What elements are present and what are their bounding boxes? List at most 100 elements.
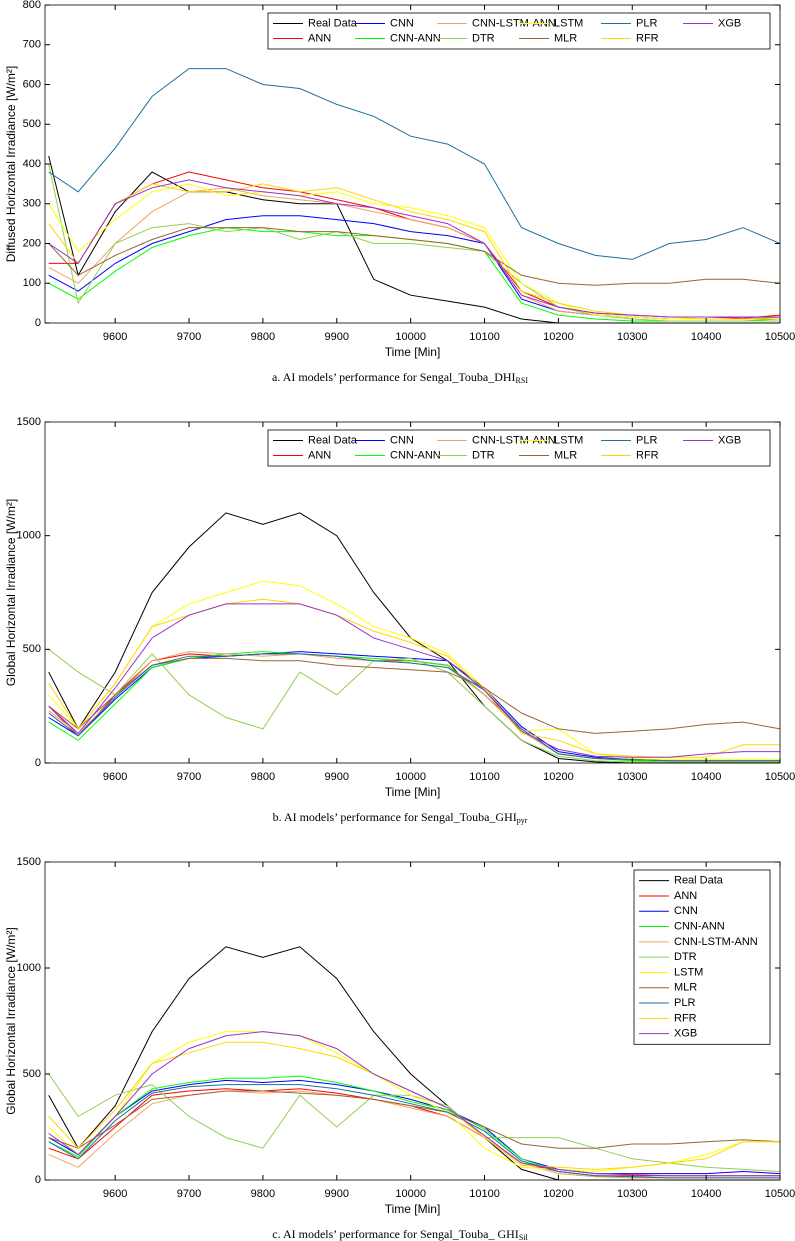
x-tick-label: 9800 <box>251 331 275 343</box>
series-line <box>48 657 781 734</box>
x-tick-label: 9900 <box>325 771 349 783</box>
x-axis-label: Time [Min] <box>385 1202 441 1216</box>
y-tick-label: 0 <box>35 317 41 329</box>
legend-label: DTR <box>674 951 697 963</box>
x-tick-label: 9700 <box>177 771 201 783</box>
caption: b. AI models’ performance for Sengal_Tou… <box>273 810 528 825</box>
x-tick-label: 10100 <box>469 1188 500 1200</box>
y-tick-label: 1000 <box>17 962 41 974</box>
y-tick-label: 500 <box>23 1068 41 1080</box>
x-tick-label: 10400 <box>691 771 722 783</box>
legend-label: MLR <box>554 32 577 44</box>
series-line <box>48 187 781 320</box>
legend-label: XGB <box>718 434 741 446</box>
x-tick-label: 9800 <box>251 1188 275 1200</box>
caption-text: c. AI models’ performance for Sengal_Tou… <box>272 1227 519 1241</box>
legend-label: CNN-ANN <box>390 449 441 461</box>
legend-label: Real Data <box>674 875 724 887</box>
legend-label: XGB <box>718 17 741 29</box>
x-tick-label: 10300 <box>617 331 648 343</box>
series-line <box>48 512 780 764</box>
x-axis-label: Time [Min] <box>385 785 441 799</box>
series-line <box>48 580 780 761</box>
legend-label: PLR <box>636 434 657 446</box>
legend-label: ANN <box>674 890 697 902</box>
legend-label: MLR <box>674 982 697 994</box>
series-line <box>48 183 780 320</box>
series-line <box>48 653 780 762</box>
y-tick-label: 100 <box>23 277 41 289</box>
plot-frame <box>44 861 781 1181</box>
series-line <box>48 1031 780 1173</box>
series-line <box>48 163 780 322</box>
series-line <box>48 215 781 320</box>
y-axis-label: Global Horizontal Irradiance [W/m²] <box>4 927 18 1114</box>
y-tick-label: 1000 <box>17 530 41 542</box>
series-line <box>48 1073 781 1172</box>
x-tick-label: 9800 <box>251 771 275 783</box>
y-tick-label: 500 <box>23 643 41 655</box>
series-line <box>48 651 780 762</box>
caption-subscript: RSI <box>516 376 529 385</box>
legend-box <box>267 12 771 50</box>
y-tick-label: 0 <box>35 757 41 769</box>
y-tick-label: 1500 <box>17 856 41 868</box>
legend-label: XGB <box>674 1028 697 1040</box>
series-line <box>48 1090 781 1149</box>
legend-label: LSTM <box>554 434 583 446</box>
x-tick-label: 10200 <box>543 771 574 783</box>
y-tick-label: 800 <box>23 0 41 11</box>
caption-text: b. AI models’ performance for Sengal_Tou… <box>273 810 517 824</box>
series-line <box>48 183 780 320</box>
series-line <box>48 651 780 762</box>
legend-label: RFR <box>636 32 659 44</box>
caption: c. AI models’ performance for Sengal_Tou… <box>272 1227 528 1241</box>
legend-label: PLR <box>674 997 695 1009</box>
caption-subscript: pyr <box>517 816 528 825</box>
legend-label: CNN <box>390 17 414 29</box>
x-tick-label: 10000 <box>395 331 426 343</box>
x-tick-label: 10500 <box>765 771 795 783</box>
x-tick-label: 10500 <box>765 331 795 343</box>
legend-label: CNN-ANN <box>674 920 725 932</box>
legend-label: CNN <box>390 434 414 446</box>
legend-label: CNN-LSTM-ANN <box>472 17 556 29</box>
legend-label: DTR <box>472 449 495 461</box>
x-tick-label: 10500 <box>765 1188 795 1200</box>
x-tick-label: 10300 <box>617 1188 648 1200</box>
series-line <box>48 1084 780 1179</box>
y-tick-label: 700 <box>23 39 41 51</box>
y-tick-label: 300 <box>23 198 41 210</box>
y-axis-label: Diffused Horizontal Irradiance [W/m²] <box>4 66 18 263</box>
x-tick-label: 10100 <box>469 331 500 343</box>
legend-label: MLR <box>554 449 577 461</box>
x-tick-label: 10200 <box>543 331 574 343</box>
legend-label: CNN-LSTM-ANN <box>472 434 556 446</box>
series-line <box>48 68 781 260</box>
x-tick-label: 9900 <box>325 331 349 343</box>
series-line <box>48 1031 780 1177</box>
legend-label: CNN-ANN <box>390 32 441 44</box>
legend-label: CNN <box>674 905 698 917</box>
y-tick-label: 600 <box>23 78 41 90</box>
x-tick-label: 9900 <box>325 1188 349 1200</box>
series-line <box>48 1079 781 1175</box>
y-tick-label: 0 <box>35 1174 41 1186</box>
x-tick-label: 10400 <box>691 331 722 343</box>
y-tick-label: 400 <box>23 158 41 170</box>
legend-label: Real Data <box>308 17 358 29</box>
caption: a. AI models’ performance for Sengal_Tou… <box>272 370 528 385</box>
x-tick-label: 9600 <box>103 1188 127 1200</box>
y-tick-label: 1500 <box>17 416 41 428</box>
legend-label: Real Data <box>308 434 358 446</box>
chart: 9600 9700 9800 9900 10000 10100 10200 10300 1040… <box>4 0 795 385</box>
x-tick-label: 10200 <box>543 1188 574 1200</box>
legend-label: RFR <box>636 449 659 461</box>
y-tick-label: 500 <box>23 118 41 130</box>
plot-frame <box>44 421 781 764</box>
chart: 9600 9700 9800 9900 10000 10100 10200 10300 1040… <box>4 416 795 825</box>
legend-label: ANN <box>308 449 331 461</box>
legend-label: LSTM <box>554 17 583 29</box>
x-tick-label: 10400 <box>691 1188 722 1200</box>
